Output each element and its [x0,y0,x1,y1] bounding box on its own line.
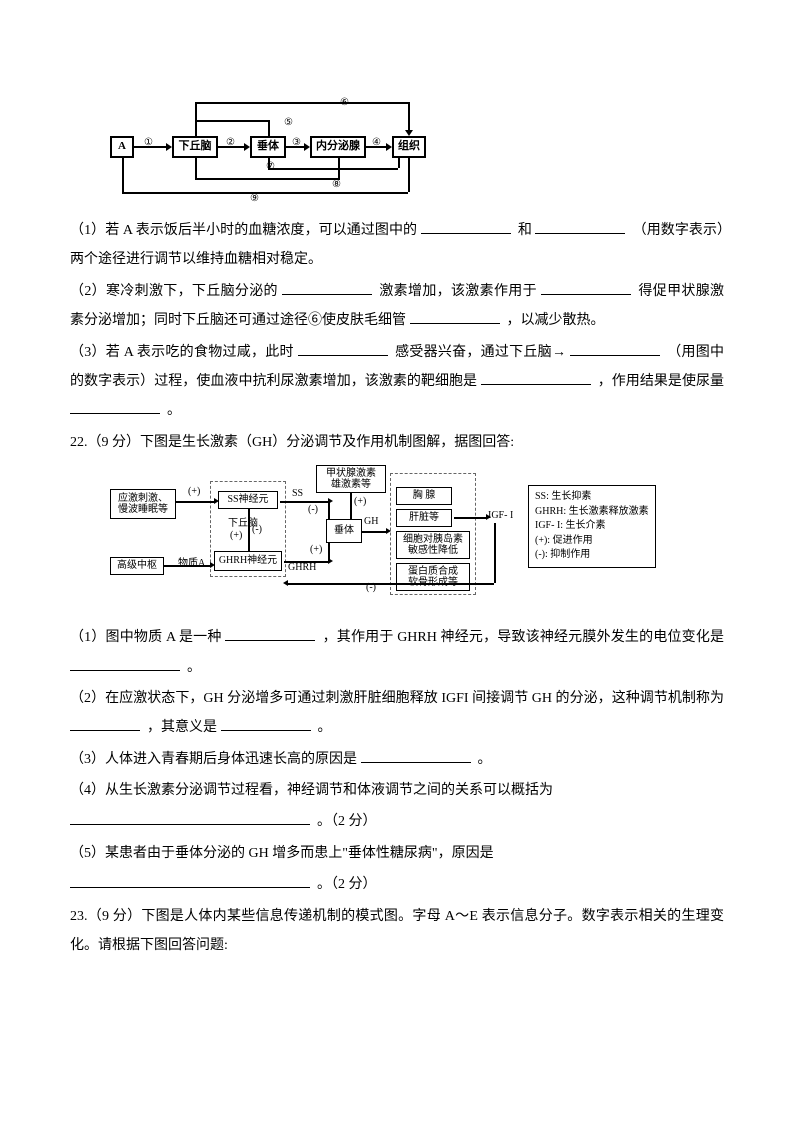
label-plus-4: (+) [354,497,366,507]
text: 和 [518,223,532,238]
blank [481,370,591,385]
label-4: ④ [372,132,381,153]
blank [70,717,140,732]
q22-5: （5）某患者由于垂体分泌的 GH 增多而患上"垂体性糖尿病"，原因是 [70,839,724,868]
text: （1）若 A 表示饭后半小时的血糖浓度，可以通过图中的 [70,223,417,238]
node-tissue: 组织 [392,136,426,158]
node-thyroid-hormone: 甲状腺激素 雄激素等 [316,465,386,493]
label-5: ⑤ [284,112,293,133]
node-insulin-sens: 细胞对胰岛素 敏感性降低 [396,531,470,559]
label-gh: GH [364,517,378,527]
text: （1）图中物质 A 是一种 [70,630,222,645]
blank [570,341,660,356]
blank [535,219,625,234]
node-stimulus: 应激刺激、 慢波睡眠等 [110,489,176,519]
q21-2: （2）寒冷刺激下，下丘脑分泌的 激素增加，该激素作用于 得促甲状腺激素分泌增加；… [70,277,724,336]
text: （4）从生长激素分泌调节过程看，神经调节和体液调节之间的关系可以概括为 [70,783,553,798]
q22-title: 22.（9 分）下图是生长激素（GH）分泌调节及作用机制图解，据图回答: [70,428,724,457]
node-endocrine: 内分泌腺 [310,136,366,158]
blank [282,280,372,295]
blank [70,874,310,889]
legend-ss: SS: 生长抑素 [535,490,649,505]
legend-minus: (-): 抑制作用 [535,548,649,563]
text: ，其意义是 [147,720,217,735]
q23-title: 23.（9 分）下图是人体内某些信息传递机制的模式图。字母 A～E 表示信息分子… [70,902,724,961]
text: ，作用结果是使尿量 [598,374,724,389]
text: （3）若 A 表示吃的食物过咸，此时 [70,345,294,360]
blank [421,219,511,234]
q22-4b: 。（2 分） [70,807,724,836]
node-protein: 蛋白质合成 软骨形成等 [396,563,470,591]
label-ghrh: GHRH [288,563,316,573]
text: 。（2 分） [317,814,377,829]
label-substance-a: 物质A [178,559,205,569]
label-plus-1: (+) [310,545,322,555]
label-3: ③ [292,132,301,153]
blank [70,656,180,671]
text: 。 [478,752,492,767]
label-ss: SS [292,489,303,499]
node-ghrh-neuron: GHRH神经元 [214,551,282,571]
text: 。（2 分） [317,877,377,892]
node-liver: 肝脏等 [396,509,452,527]
q22-4: （4）从生长激素分泌调节过程看，神经调节和体液调节之间的关系可以概括为 [70,776,724,805]
text: （2）在应激状态下，GH 分泌增多可通过刺激肝脏细胞释放 IGFI 间接调节 G… [70,691,724,706]
legend-ghrh: GHRH: 生长激素释放激素 [535,505,649,520]
node-hypothalamus: 下丘脑 [172,136,218,158]
text: 。 [318,720,332,735]
label-minus-3: (-) [366,583,376,593]
diagram-gh-mechanism: 应激刺激、 慢波睡眠等 高级中枢 物质A SS神经元 下丘脑 GHRH神经元 垂… [110,465,670,605]
blank [361,748,471,763]
text: 激素增加，该激素作用于 [379,284,537,299]
blank [70,811,310,826]
label-1: ① [144,132,153,153]
label-2: ② [226,132,235,153]
text: （2）寒冷刺激下，下丘脑分泌的 [70,284,278,299]
label-7: ⑦ [266,156,275,177]
text: （5）某患者由于垂体分泌的 GH 增多而患上"垂体性糖尿病"，原因是 [70,846,494,861]
node-pituitary: 垂体 [326,519,362,543]
label-plus-3: (+) [230,531,242,541]
legend: SS: 生长抑素 GHRH: 生长激素释放激素 IGF- I: 生长介素 (+)… [528,485,656,568]
label-minus-2: (-) [252,525,262,535]
node-ss-neuron: SS神经元 [218,491,278,509]
blank [410,309,500,324]
text: 。 [187,660,201,675]
legend-igf: IGF- I: 生长介素 [535,519,649,534]
text: （3）人体进入青春期后身体迅速长高的原因是 [70,752,357,767]
node-thymus: 胸 腺 [396,487,452,505]
legend-plus: (+): 促进作用 [535,534,649,549]
node-a: A [110,136,134,158]
text: ，以减少散热。 [507,313,605,328]
node-pituitary: 垂体 [250,136,286,158]
q22-2: （2）在应激状态下，GH 分泌增多可通过刺激肝脏细胞释放 IGFI 间接调节 G… [70,684,724,743]
blank [221,717,311,732]
text: 感受器兴奋，通过下丘脑→ [395,345,566,360]
exam-page: A 下丘脑 垂体 内分泌腺 组织 ① ② ③ ④ ⑤ ⑥ ⑦ ⑧ [0,0,794,1002]
label-plus-2: (+) [188,487,200,497]
label-igf: IGF- I [488,511,513,521]
blank [298,341,388,356]
q22-1: （1）图中物质 A 是一种 ，其作用于 GHRH 神经元，导致该神经元膜外发生的… [70,623,724,682]
text: 。 [167,403,181,418]
blank [225,626,315,641]
node-higher-center: 高级中枢 [110,557,164,575]
q21-3: （3）若 A 表示吃的食物过咸，此时 感受器兴奋，通过下丘脑→ （用图中的数字表… [70,338,724,426]
q21-1: （1）若 A 表示饭后半小时的血糖浓度，可以通过图中的 和 （用数字表示）两个途… [70,216,724,275]
blank [70,400,160,415]
label-6: ⑥ [340,92,349,113]
q22-5b: 。（2 分） [70,870,724,899]
text: ，其作用于 GHRH 神经元，导致该神经元膜外发生的电位变化是 [323,630,724,645]
q22-3: （3）人体进入青春期后身体迅速长高的原因是 。 [70,745,724,774]
diagram-regulation-pathway: A 下丘脑 垂体 内分泌腺 组织 ① ② ③ ④ ⑤ ⑥ ⑦ ⑧ [110,98,440,198]
label-9: ⑨ [250,188,259,209]
blank [541,280,631,295]
label-minus-1: (-) [308,505,318,515]
